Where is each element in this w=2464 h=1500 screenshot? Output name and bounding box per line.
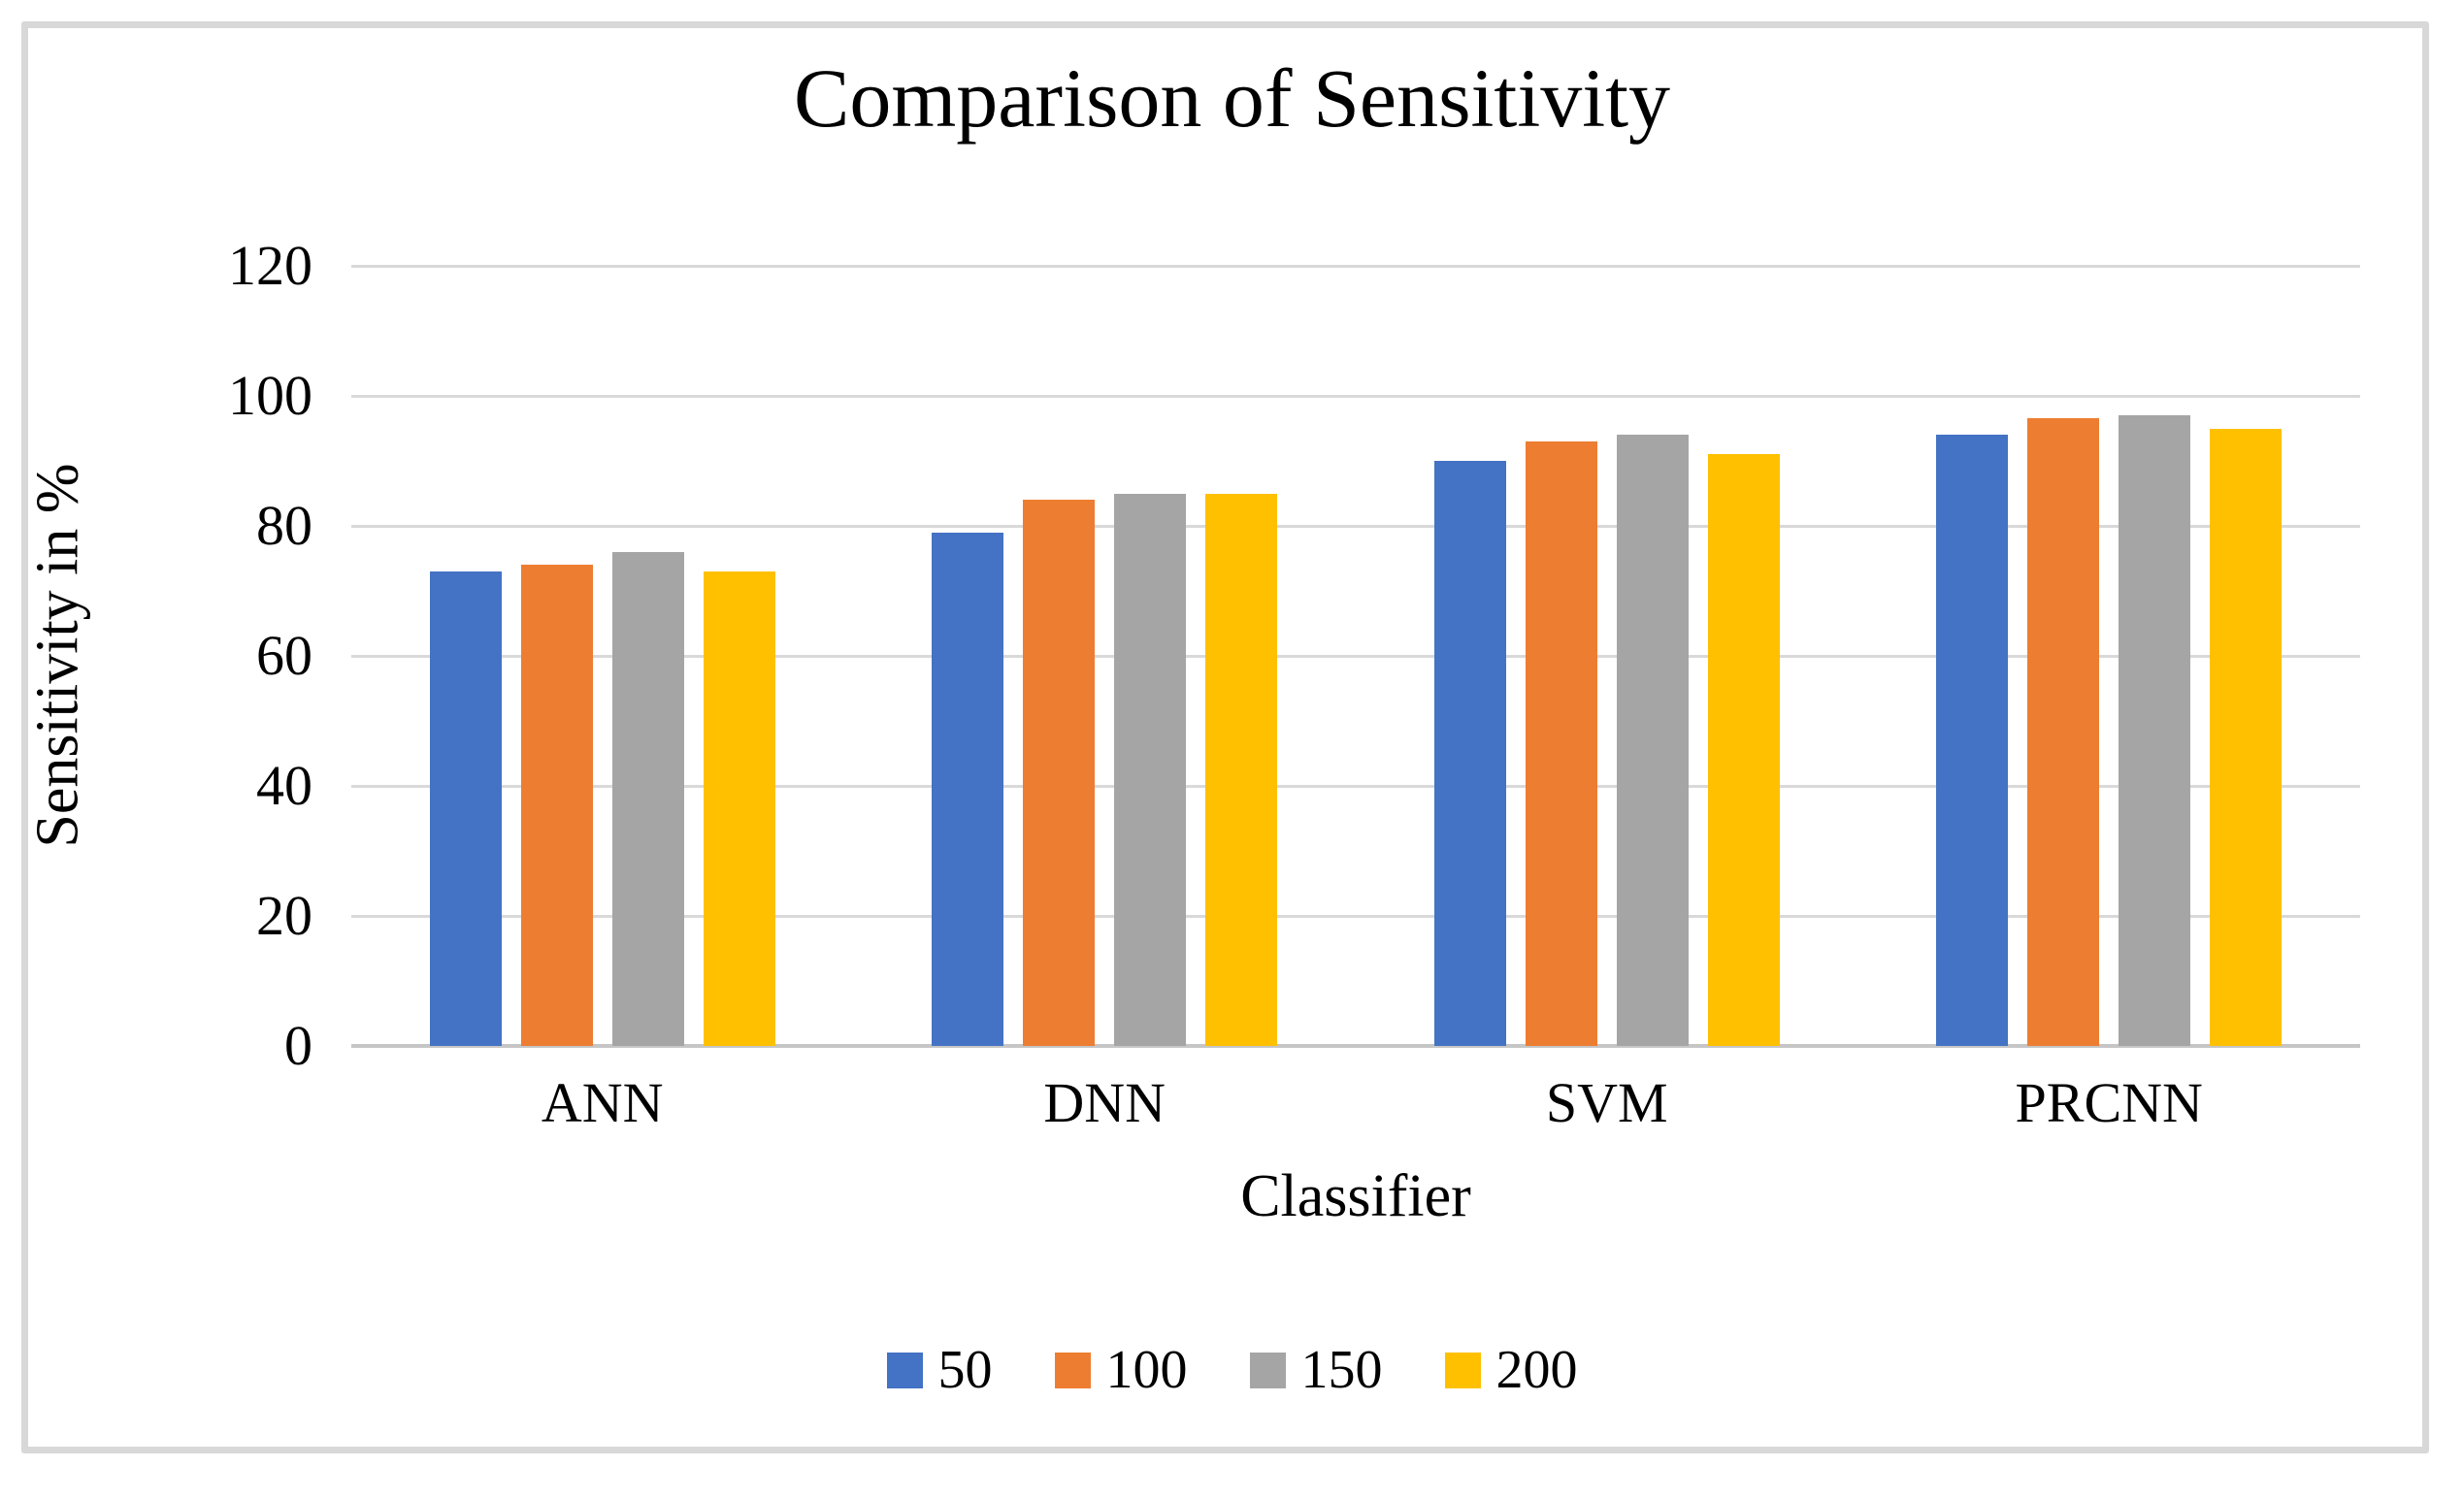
bar-dnn-100 bbox=[1023, 500, 1096, 1046]
bar-svm-150 bbox=[1616, 435, 1689, 1046]
bar-dnn-150 bbox=[1114, 493, 1187, 1046]
plot-area bbox=[351, 264, 2361, 1048]
bar-group-svm bbox=[1356, 266, 1858, 1046]
legend-label-100: 100 bbox=[1105, 1340, 1188, 1400]
bar-prcnn-100 bbox=[2027, 418, 2100, 1046]
legend-swatch-50 bbox=[886, 1352, 923, 1388]
y-tick-label-60: 60 bbox=[256, 624, 312, 687]
legend-item-200: 200 bbox=[1444, 1340, 1578, 1400]
x-category-label-prcnn: PRCNN bbox=[2015, 1071, 2203, 1134]
bar-group-prcnn bbox=[1858, 266, 2361, 1046]
gridline-y-120 bbox=[351, 264, 2360, 268]
gridline-y-0 bbox=[351, 1044, 2360, 1048]
bar-ann-200 bbox=[703, 571, 775, 1046]
x-category-label-dnn: DNN bbox=[1043, 1071, 1166, 1134]
legend-swatch-150 bbox=[1249, 1352, 1286, 1388]
x-axis-title: Classifier bbox=[1240, 1163, 1471, 1229]
y-axis-title: Sensitivity in % bbox=[24, 463, 91, 848]
bar-dnn-50 bbox=[932, 532, 1004, 1046]
bar-ann-50 bbox=[429, 571, 502, 1046]
y-tick-label-100: 100 bbox=[228, 364, 312, 427]
legend-label-200: 200 bbox=[1495, 1340, 1578, 1400]
legend-swatch-100 bbox=[1054, 1352, 1091, 1388]
y-tick-label-120: 120 bbox=[228, 234, 312, 297]
y-tick-label-40: 40 bbox=[256, 754, 312, 817]
legend-item-50: 50 bbox=[886, 1340, 993, 1400]
bar-group-ann bbox=[351, 266, 854, 1046]
gridline-y-80 bbox=[351, 524, 2360, 528]
bar-prcnn-200 bbox=[2210, 428, 2283, 1046]
x-category-label-ann: ANN bbox=[541, 1071, 664, 1134]
legend-item-150: 150 bbox=[1249, 1340, 1383, 1400]
bar-prcnn-150 bbox=[2119, 415, 2191, 1046]
legend-swatch-200 bbox=[1444, 1352, 1481, 1388]
bar-svm-50 bbox=[1433, 461, 1506, 1046]
bar-ann-100 bbox=[520, 565, 593, 1046]
gridline-y-20 bbox=[351, 914, 2360, 918]
gridline-y-60 bbox=[351, 654, 2360, 658]
y-tick-label-0: 0 bbox=[284, 1014, 312, 1077]
y-tick-label-80: 80 bbox=[256, 494, 312, 557]
gridline-y-100 bbox=[351, 394, 2360, 398]
chart-title: Comparison of Sensitivity bbox=[794, 51, 1670, 145]
legend-item-100: 100 bbox=[1054, 1340, 1188, 1400]
bar-svm-100 bbox=[1525, 440, 1597, 1046]
bar-ann-150 bbox=[611, 551, 684, 1046]
bar-prcnn-50 bbox=[1936, 435, 2009, 1046]
legend-label-50: 50 bbox=[937, 1340, 993, 1400]
legend: 50 100 150 200 bbox=[0, 1343, 2464, 1397]
gridline-y-40 bbox=[351, 784, 2360, 788]
bar-svm-200 bbox=[1707, 454, 1780, 1046]
x-category-label-svm: SVM bbox=[1545, 1071, 1668, 1134]
y-tick-label-20: 20 bbox=[256, 884, 312, 947]
bar-dnn-200 bbox=[1205, 493, 1278, 1046]
bar-group-dnn bbox=[854, 266, 1357, 1046]
legend-label-150: 150 bbox=[1300, 1340, 1383, 1400]
